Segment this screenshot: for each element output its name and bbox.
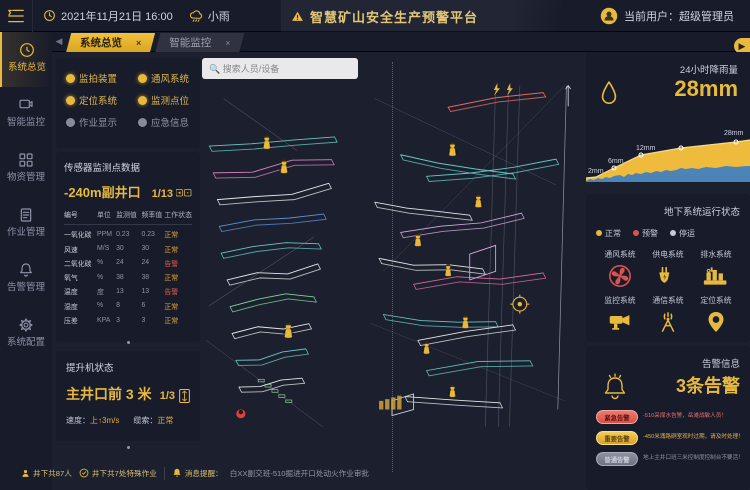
svg-text:12mm: 12mm xyxy=(636,145,656,152)
svg-text:6mm: 6mm xyxy=(608,158,624,165)
svg-text:2mm: 2mm xyxy=(588,168,604,175)
svg-text:28mm: 28mm xyxy=(724,130,744,137)
